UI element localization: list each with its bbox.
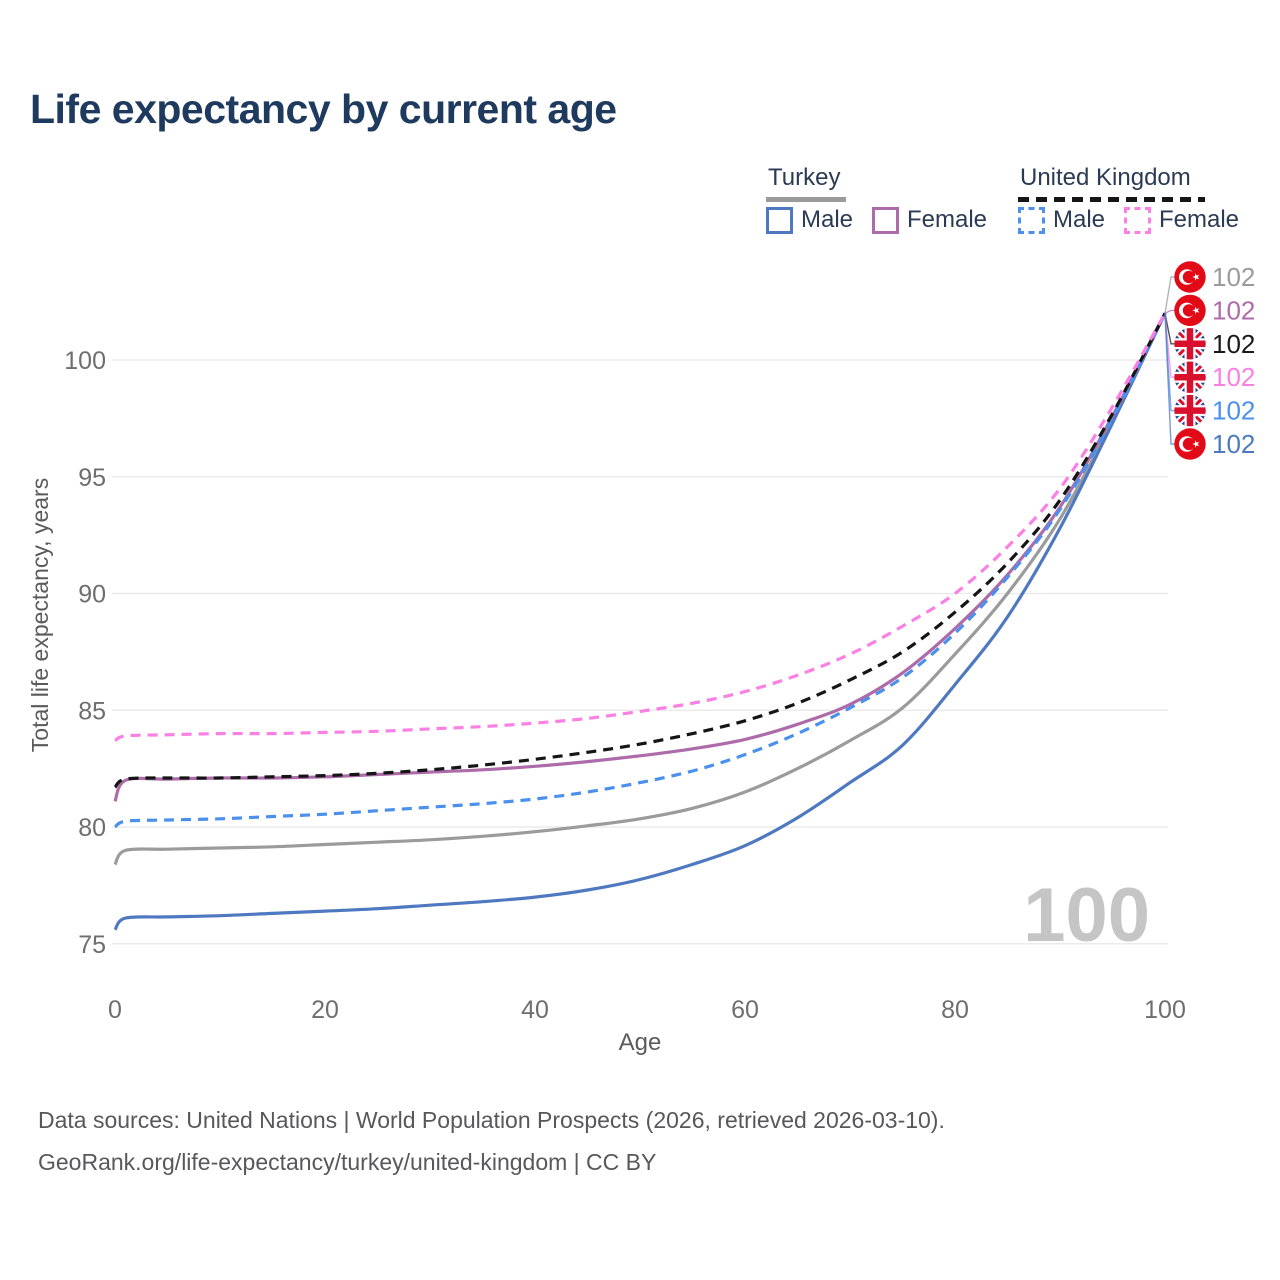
series-line-united-kingdom[interactable]: [113, 312, 1167, 789]
x-tick-20: 20: [311, 996, 339, 1024]
end-label-value: 102: [1212, 295, 1255, 325]
legend-item-turkey-female[interactable]: Female: [872, 206, 987, 234]
legend-uk-line-sample: [1018, 197, 1205, 202]
x-tick-80: 80: [941, 996, 969, 1024]
legend-item-label: Male: [801, 206, 854, 233]
legend-item-label: Male: [1053, 206, 1106, 233]
attribution-text: GeoRank.org/life-expectancy/turkey/unite…: [38, 1149, 657, 1175]
series-line-united-kingdom-male[interactable]: [113, 312, 1167, 829]
y-tick-100: 100: [64, 347, 106, 375]
flag-uk-icon: [1174, 361, 1206, 393]
turkey-female-swatch-icon: [872, 206, 899, 234]
series-line-turkey[interactable]: [113, 312, 1167, 866]
legend-group-turkey: Turkey: [768, 164, 841, 191]
legend-item-label: Female: [907, 206, 988, 233]
end-label-value: 102: [1212, 396, 1255, 426]
legend-turkey-line-sample: [766, 197, 846, 202]
uk-female-swatch-icon: [1124, 206, 1151, 234]
flag-turkey-icon: [1174, 294, 1206, 327]
series-line-turkey-female[interactable]: [113, 312, 1167, 803]
flag-uk-icon: [1174, 328, 1206, 360]
series-line-united-kingdom-female[interactable]: [114, 312, 1167, 743]
data-sources-text: Data sources: United Nations | World Pop…: [38, 1107, 945, 1133]
y-tick-80: 80: [78, 814, 106, 842]
y-axis-label: Total life expectancy, years: [27, 478, 53, 752]
x-tick-60: 60: [731, 996, 759, 1024]
legend-group-united-kingdom: United Kingdom: [1020, 164, 1191, 191]
end-label-value: 102: [1212, 429, 1255, 459]
y-tick-95: 95: [78, 464, 106, 492]
x-axis-label: Age: [619, 1029, 662, 1056]
end-label-value: 102: [1212, 329, 1255, 359]
flag-uk-icon: [1174, 394, 1206, 427]
legend-item-uk-female[interactable]: Female: [1124, 206, 1239, 234]
uk-male-swatch-icon: [1018, 206, 1045, 234]
x-tick-100: 100: [1144, 996, 1186, 1024]
legend-item-label: Female: [1159, 206, 1240, 233]
age-watermark: 100: [1023, 873, 1150, 958]
flag-turkey-icon: [1174, 428, 1206, 460]
y-tick-85: 85: [78, 697, 106, 725]
end-label-value: 102: [1212, 262, 1255, 292]
legend-item-uk-male[interactable]: Male: [1018, 206, 1105, 234]
page-title: Life expectancy by current age: [30, 86, 617, 132]
y-tick-75: 75: [78, 931, 106, 959]
end-label-value: 102: [1212, 362, 1255, 392]
x-tick-0: 0: [108, 996, 122, 1024]
y-tick-90: 90: [78, 581, 106, 609]
legend-item-turkey-male[interactable]: Male: [766, 206, 853, 234]
turkey-male-swatch-icon: [766, 206, 793, 234]
x-tick-40: 40: [521, 996, 549, 1024]
flag-turkey-icon: [1174, 261, 1206, 293]
series-line-turkey-male[interactable]: [113, 312, 1167, 931]
